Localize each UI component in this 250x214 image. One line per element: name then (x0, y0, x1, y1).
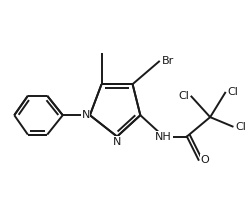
Text: N: N (113, 137, 121, 147)
Text: Br: Br (162, 56, 174, 66)
Text: NH: NH (155, 132, 172, 141)
Text: Cl: Cl (228, 87, 238, 97)
Text: N: N (82, 110, 90, 120)
Text: Cl: Cl (178, 91, 189, 101)
Text: O: O (200, 155, 209, 165)
Text: Cl: Cl (235, 122, 246, 132)
